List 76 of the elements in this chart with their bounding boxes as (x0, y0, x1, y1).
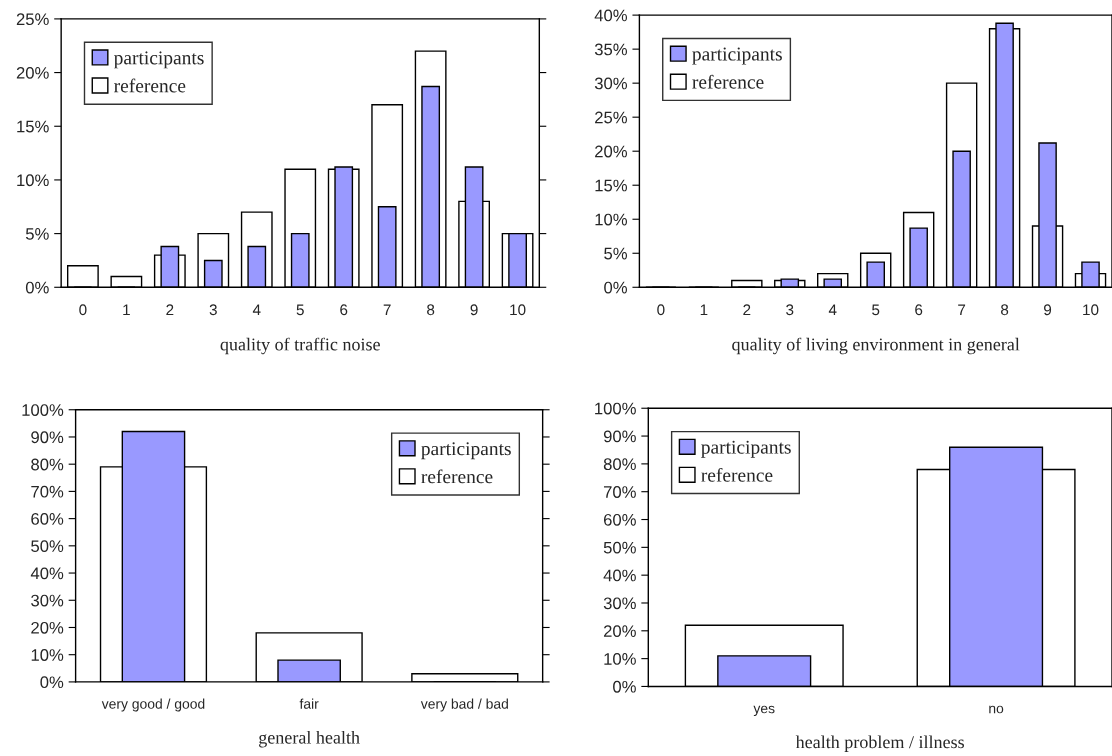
y-tick-label: 5% (25, 228, 49, 240)
x-axis-title: quality of traffic noise (220, 337, 380, 355)
y-tick-label: 25% (595, 111, 627, 124)
y-tick-label: 20% (595, 145, 627, 158)
y-tick-label: 20% (603, 625, 636, 638)
y-tick-label: 90% (603, 430, 636, 443)
y-tick-label: 80% (603, 458, 636, 471)
y-tick-label: 15% (595, 179, 627, 192)
y-tick-label: 50% (31, 540, 64, 553)
x-tick-label: 3 (209, 304, 217, 316)
y-tick-label: 0% (604, 281, 627, 294)
legend-label: participants (113, 51, 204, 69)
x-tick-label: 1 (123, 304, 130, 316)
x-tick-label: 4 (252, 304, 261, 316)
x-tick-label: 8 (427, 304, 435, 316)
y-tick-label: 35% (594, 43, 627, 56)
y-tick-label: 10% (595, 213, 627, 226)
y-tick-label: 50% (603, 541, 636, 554)
x-tick-label: 5 (296, 304, 304, 316)
x-tick-label: yes (753, 705, 775, 717)
x-axis-title: health problem / illness (795, 735, 964, 752)
x-tick-label: very good / good (101, 698, 205, 712)
legend-label: reference (701, 467, 773, 482)
x-tick-label: 1 (700, 304, 708, 316)
legend-label: participants (421, 442, 511, 460)
x-tick-label: no (989, 705, 1004, 714)
x-tick-label: 6 (915, 304, 923, 316)
x-tick-label: 9 (1044, 304, 1052, 316)
y-tick-label: 30% (594, 77, 627, 90)
y-tick-label: 10% (604, 653, 636, 665)
legend-label: participants (701, 440, 791, 458)
x-tick-label: 2 (743, 304, 751, 316)
legend-label: reference (114, 78, 186, 93)
y-tick-label: 100% (22, 404, 64, 416)
y-tick-label: 100% (595, 402, 636, 415)
x-tick-label: 4 (828, 304, 837, 316)
y-tick-label: 60% (603, 513, 636, 526)
y-tick-label: 40% (603, 569, 636, 582)
y-tick-label: 30% (31, 594, 64, 607)
x-tick-label: 0 (79, 304, 87, 316)
x-tick-label: 7 (383, 304, 391, 316)
x-tick-label: 2 (166, 304, 174, 316)
y-tick-label: 0% (25, 281, 49, 294)
x-tick-label: 7 (958, 304, 966, 316)
y-tick-label: 70% (603, 486, 636, 498)
x-tick-label: 0 (657, 304, 665, 316)
y-tick-label: 15% (17, 120, 49, 133)
x-tick-label: 5 (872, 304, 880, 316)
y-tick-label: 0% (613, 680, 636, 693)
y-tick-label: 5% (604, 247, 627, 260)
x-axis-title: quality of living environment in general (732, 337, 1020, 355)
legend-label: reference (692, 74, 764, 89)
x-tick-label: very bad / bad (420, 698, 508, 712)
y-tick-label: 20% (31, 621, 64, 634)
x-tick-label: fair (299, 698, 319, 709)
x-axis-title: general health (259, 730, 360, 748)
y-tick-label: 10% (31, 649, 64, 661)
y-tick-label: 80% (31, 458, 64, 471)
y-tick-label: 40% (594, 9, 627, 22)
x-tick-label: 10 (1083, 304, 1099, 316)
legend-label: reference (421, 469, 493, 484)
y-tick-label: 60% (31, 513, 64, 525)
y-tick-label: 90% (31, 431, 64, 444)
x-tick-label: 6 (340, 304, 348, 316)
y-tick-label: 10% (17, 174, 49, 187)
y-tick-label: 40% (30, 567, 64, 580)
x-tick-label: 8 (1001, 304, 1009, 316)
x-tick-label: 3 (786, 304, 794, 316)
y-tick-label: 0% (40, 676, 64, 689)
x-tick-label: 10 (510, 304, 526, 316)
y-tick-label: 30% (603, 597, 636, 610)
y-tick-label: 70% (31, 485, 64, 498)
y-tick-label: 25% (16, 13, 49, 26)
x-tick-label: 9 (470, 304, 478, 316)
y-tick-label: 20% (16, 66, 49, 79)
legend-label: participants (692, 47, 782, 65)
